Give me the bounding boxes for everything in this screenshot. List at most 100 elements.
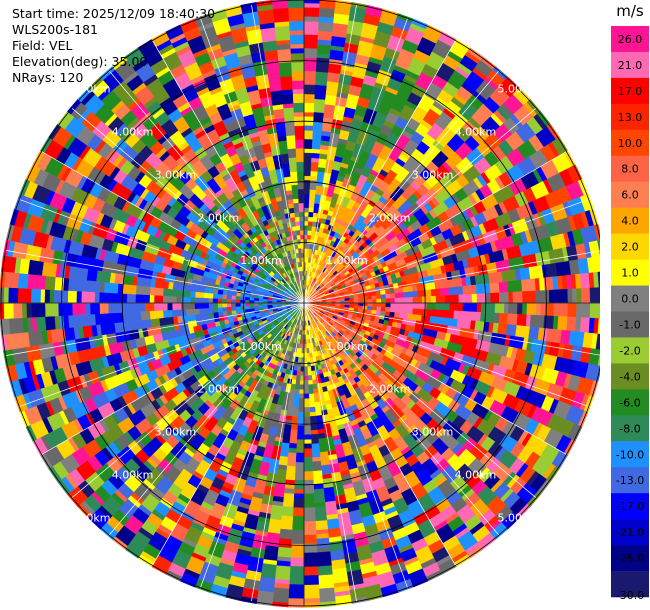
colorbar-tick-label: -6.0 (619, 396, 640, 409)
ppi-gates (0, 0, 600, 608)
range-label-4-se: 4.00km (455, 468, 497, 481)
colorbar-tick-label: 13.0 (618, 111, 643, 124)
colorbar-swatch-8 (611, 233, 649, 260)
range-label-4-sw: 4.00km (112, 468, 154, 481)
ray-87-gates (150, 317, 161, 328)
ray-57-gates (326, 518, 340, 530)
ray-1-gates (315, 57, 330, 73)
ray-87-gates (222, 310, 228, 317)
ray-28-gates (538, 277, 545, 291)
ray-60-gates (299, 375, 305, 381)
azimuth-spoke-340 (200, 18, 305, 304)
ray-117-gates (260, 27, 277, 43)
colorbar-tick-label: -17.0 (616, 500, 644, 513)
ray-91-gates (63, 277, 70, 291)
ray-58-gates (311, 442, 321, 458)
azimuth-spoke-350 (251, 4, 305, 304)
colorbar-swatch-3 (611, 103, 649, 131)
azimuth-spoke-40 (303, 70, 500, 304)
ppi-grid (0, 0, 600, 607)
ray-29-gates (589, 287, 600, 304)
range-label-3-sw: 3.00km (155, 426, 197, 439)
ray-89-gates (21, 302, 28, 318)
ray-0-gates (303, 234, 308, 240)
ray-90-gates (8, 287, 19, 304)
azimuth-spoke-110 (303, 302, 589, 407)
colorbar-tick-label: 4.0 (621, 215, 639, 228)
ray-89-gates (26, 302, 32, 318)
instrument-label: WLS200s-181 (12, 22, 98, 37)
ray-91-gates (135, 285, 151, 296)
ray-90-gates (44, 289, 51, 304)
ray-0-gates (303, 139, 313, 149)
ray-119-gates (297, 189, 305, 204)
colorbar-swatch-17 (611, 467, 649, 494)
ray-29-gates (389, 297, 396, 304)
ray-59-gates (303, 411, 311, 417)
colorbar-swatch-0 (611, 26, 649, 53)
ray-89-gates (221, 302, 228, 308)
colorbar-tick-label: 1.0 (621, 267, 639, 280)
colorbar-tick-label: 10.0 (618, 137, 643, 150)
colorbar-swatch-21 (611, 571, 649, 598)
colorbar-tick-label: -2.0 (619, 344, 640, 357)
azimuth-spoke-250 (19, 302, 305, 407)
colorbar-tick-label: -4.0 (619, 370, 640, 383)
ray-119-gates (294, 125, 305, 140)
ray-116-gates (284, 212, 291, 219)
azimuth-spoke-130 (303, 302, 537, 499)
ray-1-gates (313, 112, 325, 123)
azimuth-spoke-80 (303, 250, 600, 304)
azimuth-spoke-300 (41, 151, 305, 304)
ray-1-gates (311, 157, 320, 164)
ray-0-gates (303, 57, 318, 72)
colorbar-tick-label: 26.0 (618, 33, 643, 46)
ray-90-gates (81, 291, 96, 304)
azimuth-spoke-170 (303, 302, 357, 602)
ray-119-gates (291, 61, 305, 72)
ray-60-gates (288, 584, 305, 599)
ray-57-gates (312, 388, 319, 394)
ray-28-gates (597, 271, 600, 288)
ray-116-gates (255, 73, 271, 90)
ray-118-gates (295, 221, 301, 227)
colorbar-swatch-16 (611, 441, 649, 468)
ray-58-gates (316, 551, 332, 567)
ray-1-gates (316, 44, 332, 55)
ray-27-gates (474, 273, 490, 286)
colorbar-swatch-2 (611, 77, 649, 105)
range-label-3-se: 3.00km (412, 426, 454, 439)
ray-0-gates (303, 193, 310, 208)
range-ring-4 (61, 60, 547, 546)
ray-1-gates (313, 98, 326, 114)
azimuth-spoke-50 (303, 107, 537, 304)
azimuth-spoke-290 (19, 199, 305, 304)
elevation-label: Elevation(deg): 35.00 (12, 54, 148, 69)
ray-86-gates (128, 329, 140, 341)
ray-119-gates (299, 220, 305, 227)
colorbar-swatch-15 (611, 415, 649, 442)
azimuth-spoke-60 (303, 151, 567, 304)
ray-119-gates (289, 30, 305, 36)
colorbar-tick-label: -26.0 (616, 552, 644, 565)
range-label-2-nw: 2.00km (198, 211, 240, 224)
ray-26-gates (548, 247, 565, 265)
ray-30-gates (535, 302, 541, 316)
range-label-2-ne: 2.00km (369, 211, 411, 224)
ray-0-gates (303, 111, 315, 118)
ray-63-gates (255, 520, 270, 533)
azimuth-spoke-190 (251, 302, 305, 602)
colorbar-swatch-6 (611, 181, 649, 208)
ray-91-gates (122, 283, 138, 295)
ray-31-gates (367, 306, 373, 311)
range-ring-3 (121, 120, 487, 486)
colorbar-swatch-20 (611, 545, 649, 572)
ray-90-gates (226, 298, 232, 304)
ray-119-gates (290, 48, 305, 54)
ray-57-gates (323, 486, 336, 503)
azimuth-spoke-70 (303, 199, 589, 304)
ray-61-gates (276, 560, 291, 567)
ray-89-gates (3, 302, 14, 319)
ray-117-gates (289, 212, 296, 218)
colorbar-swatch-1 (611, 51, 649, 79)
